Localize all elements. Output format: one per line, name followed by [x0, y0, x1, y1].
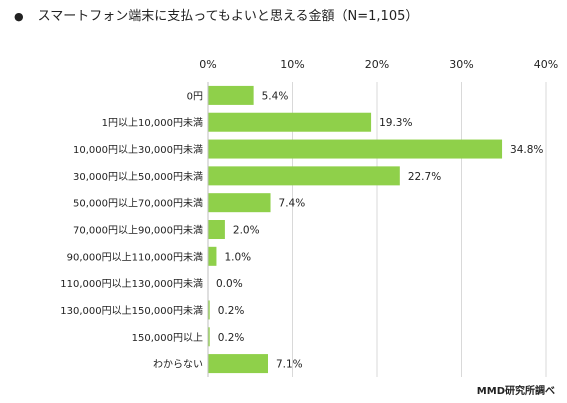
- bar: [208, 246, 217, 266]
- data-label: 7.4%: [279, 198, 306, 210]
- data-label: 0.2%: [218, 305, 245, 317]
- category-label: 90,000円以上110,000円未満: [67, 251, 203, 263]
- data-label: 0.2%: [218, 332, 245, 344]
- x-tick-label: 40%: [534, 58, 558, 71]
- bar: [208, 193, 271, 213]
- category-label: 0円: [187, 91, 203, 102]
- bar: [208, 139, 503, 159]
- x-tick-label: 20%: [365, 58, 389, 71]
- data-label: 1.0%: [224, 251, 251, 263]
- data-label: 7.1%: [276, 359, 303, 371]
- bullet-icon: ●: [14, 10, 24, 23]
- x-tick-label: 10%: [280, 58, 304, 71]
- category-label: わからない: [153, 359, 203, 371]
- data-label: 5.4%: [262, 90, 289, 102]
- category-label: 1円以上10,000円未満: [102, 117, 203, 129]
- bar: [208, 354, 268, 374]
- bar: [208, 220, 225, 239]
- category-label: 70,000円以上90,000円未満: [73, 225, 203, 237]
- bar: [208, 112, 372, 132]
- data-label: 34.8%: [510, 144, 543, 156]
- data-label: 19.3%: [379, 117, 412, 129]
- bar: [208, 300, 210, 320]
- category-label: 130,000円以上150,000円未満: [60, 305, 203, 317]
- chart-title: スマートフォン端末に支払ってもよいと思える金額（N=1,105）: [37, 9, 419, 24]
- bar: [208, 327, 210, 347]
- x-tick-label: 30%: [449, 58, 473, 71]
- category-label: 150,000円以上: [132, 332, 203, 344]
- category-label: 110,000円以上130,000円未満: [60, 278, 203, 290]
- data-label: 2.0%: [233, 225, 260, 237]
- bar: [208, 166, 400, 186]
- data-label: 0.0%: [216, 278, 243, 290]
- category-label: 10,000円以上30,000円未満: [73, 144, 203, 156]
- source-note: MMD研究所調べ: [476, 386, 555, 397]
- category-label: 50,000円以上70,000円未満: [73, 198, 203, 210]
- category-label: 30,000円以上50,000円未満: [73, 171, 203, 183]
- chart-title-row: ● スマートフォン端末に支払ってもよいと思える金額（N=1,105）: [14, 5, 418, 24]
- x-tick-label: 0%: [199, 58, 216, 71]
- bar: [208, 85, 254, 105]
- data-label: 22.7%: [408, 171, 441, 183]
